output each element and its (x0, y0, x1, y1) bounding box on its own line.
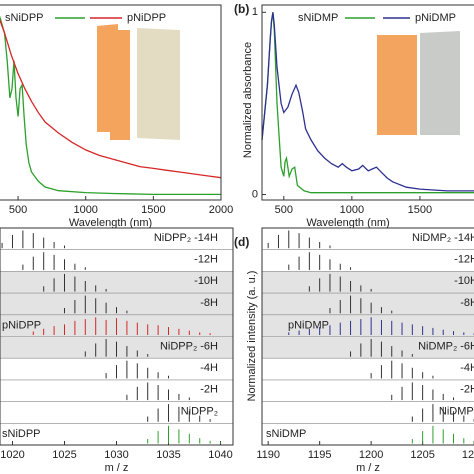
row-label: -2H (460, 384, 474, 396)
x-tick-label: 1200 (359, 449, 383, 461)
x-tick-label: 1035 (156, 449, 180, 461)
film-beige (137, 28, 180, 140)
y-tick-label: 1 (252, 6, 258, 18)
x-tick-label: 1000 (73, 204, 97, 216)
film-grey (420, 31, 460, 135)
axes-frame (0, 227, 234, 446)
y-axis-label: Normalized intensity (a. u.) (246, 271, 258, 402)
row-label: sNiDMP (266, 428, 306, 440)
x-tick-label: 500 (275, 204, 293, 216)
x-tick-label: 1195 (308, 449, 332, 461)
y-tick-label: 0 (252, 188, 258, 200)
x-axis-label: Wavelength (nm) (69, 217, 152, 229)
row-label: NiDPP₂ (181, 405, 218, 417)
axes-frame (261, 4, 474, 201)
row-label: -12H (194, 253, 218, 265)
x-tick-label: 1030 (104, 449, 128, 461)
x-tick-label: 1000 (340, 204, 364, 216)
row-label: NiDPP₂ -14H (154, 232, 218, 244)
row-label: NiDMP₂ -14H (412, 232, 474, 244)
legend-label: pNiDMP (415, 12, 456, 24)
line-series (0, 15, 221, 196)
legend-label: sNiDMP (298, 12, 338, 24)
row-label: -12H (454, 253, 474, 265)
x-axis-label: m / z (356, 462, 380, 474)
panel-label: (b) (234, 2, 249, 16)
x-axis-label: Wavelength (nm) (306, 217, 389, 229)
row-label: sNiDPP (2, 428, 41, 440)
inset-a (97, 24, 180, 140)
x-tick-label: 500 (9, 204, 27, 216)
x-tick-label: 1190 (256, 449, 280, 461)
row-label: -8H (200, 297, 218, 309)
line-series (261, 12, 474, 192)
x-tick-label: 1040 (208, 449, 232, 461)
row-label: -2H (200, 384, 218, 396)
row-label: pNiDMP (288, 320, 329, 332)
legend-label: pNiDPP (127, 12, 166, 24)
panel-label: (d) (234, 235, 249, 249)
row-label: -10H (454, 275, 474, 287)
x-axis-label: m / z (105, 462, 129, 474)
axes-frame (261, 227, 474, 446)
row-label: -4H (200, 362, 218, 374)
x-tick-label: 2000 (209, 204, 233, 216)
y-axis-label: Normalized absorbance (242, 42, 254, 158)
film-orange (97, 24, 130, 140)
legend-label: sNiDPP (5, 12, 44, 24)
film-orange (377, 35, 417, 135)
x-tick-label: 1210 (462, 449, 474, 461)
line-series (0, 18, 222, 179)
row-label: -8H (460, 297, 474, 309)
row-label: pNiDPP (2, 320, 41, 332)
row-label: -10H (194, 275, 218, 287)
x-tick-label: 1205 (410, 449, 434, 461)
x-tick-label: 1500 (408, 204, 432, 216)
row-label: -4H (460, 362, 474, 374)
row-label: NiDMP₂ (439, 405, 474, 417)
inset-b (377, 31, 460, 135)
x-tick-label: 1500 (141, 204, 165, 216)
row-label: NiDMP₂ -6H (418, 340, 474, 352)
axes-frame (0, 4, 222, 201)
x-tick-label: 1025 (52, 449, 76, 461)
row-label: NiDPP₂ -6H (160, 340, 218, 352)
x-tick-label: 1020 (0, 449, 24, 461)
